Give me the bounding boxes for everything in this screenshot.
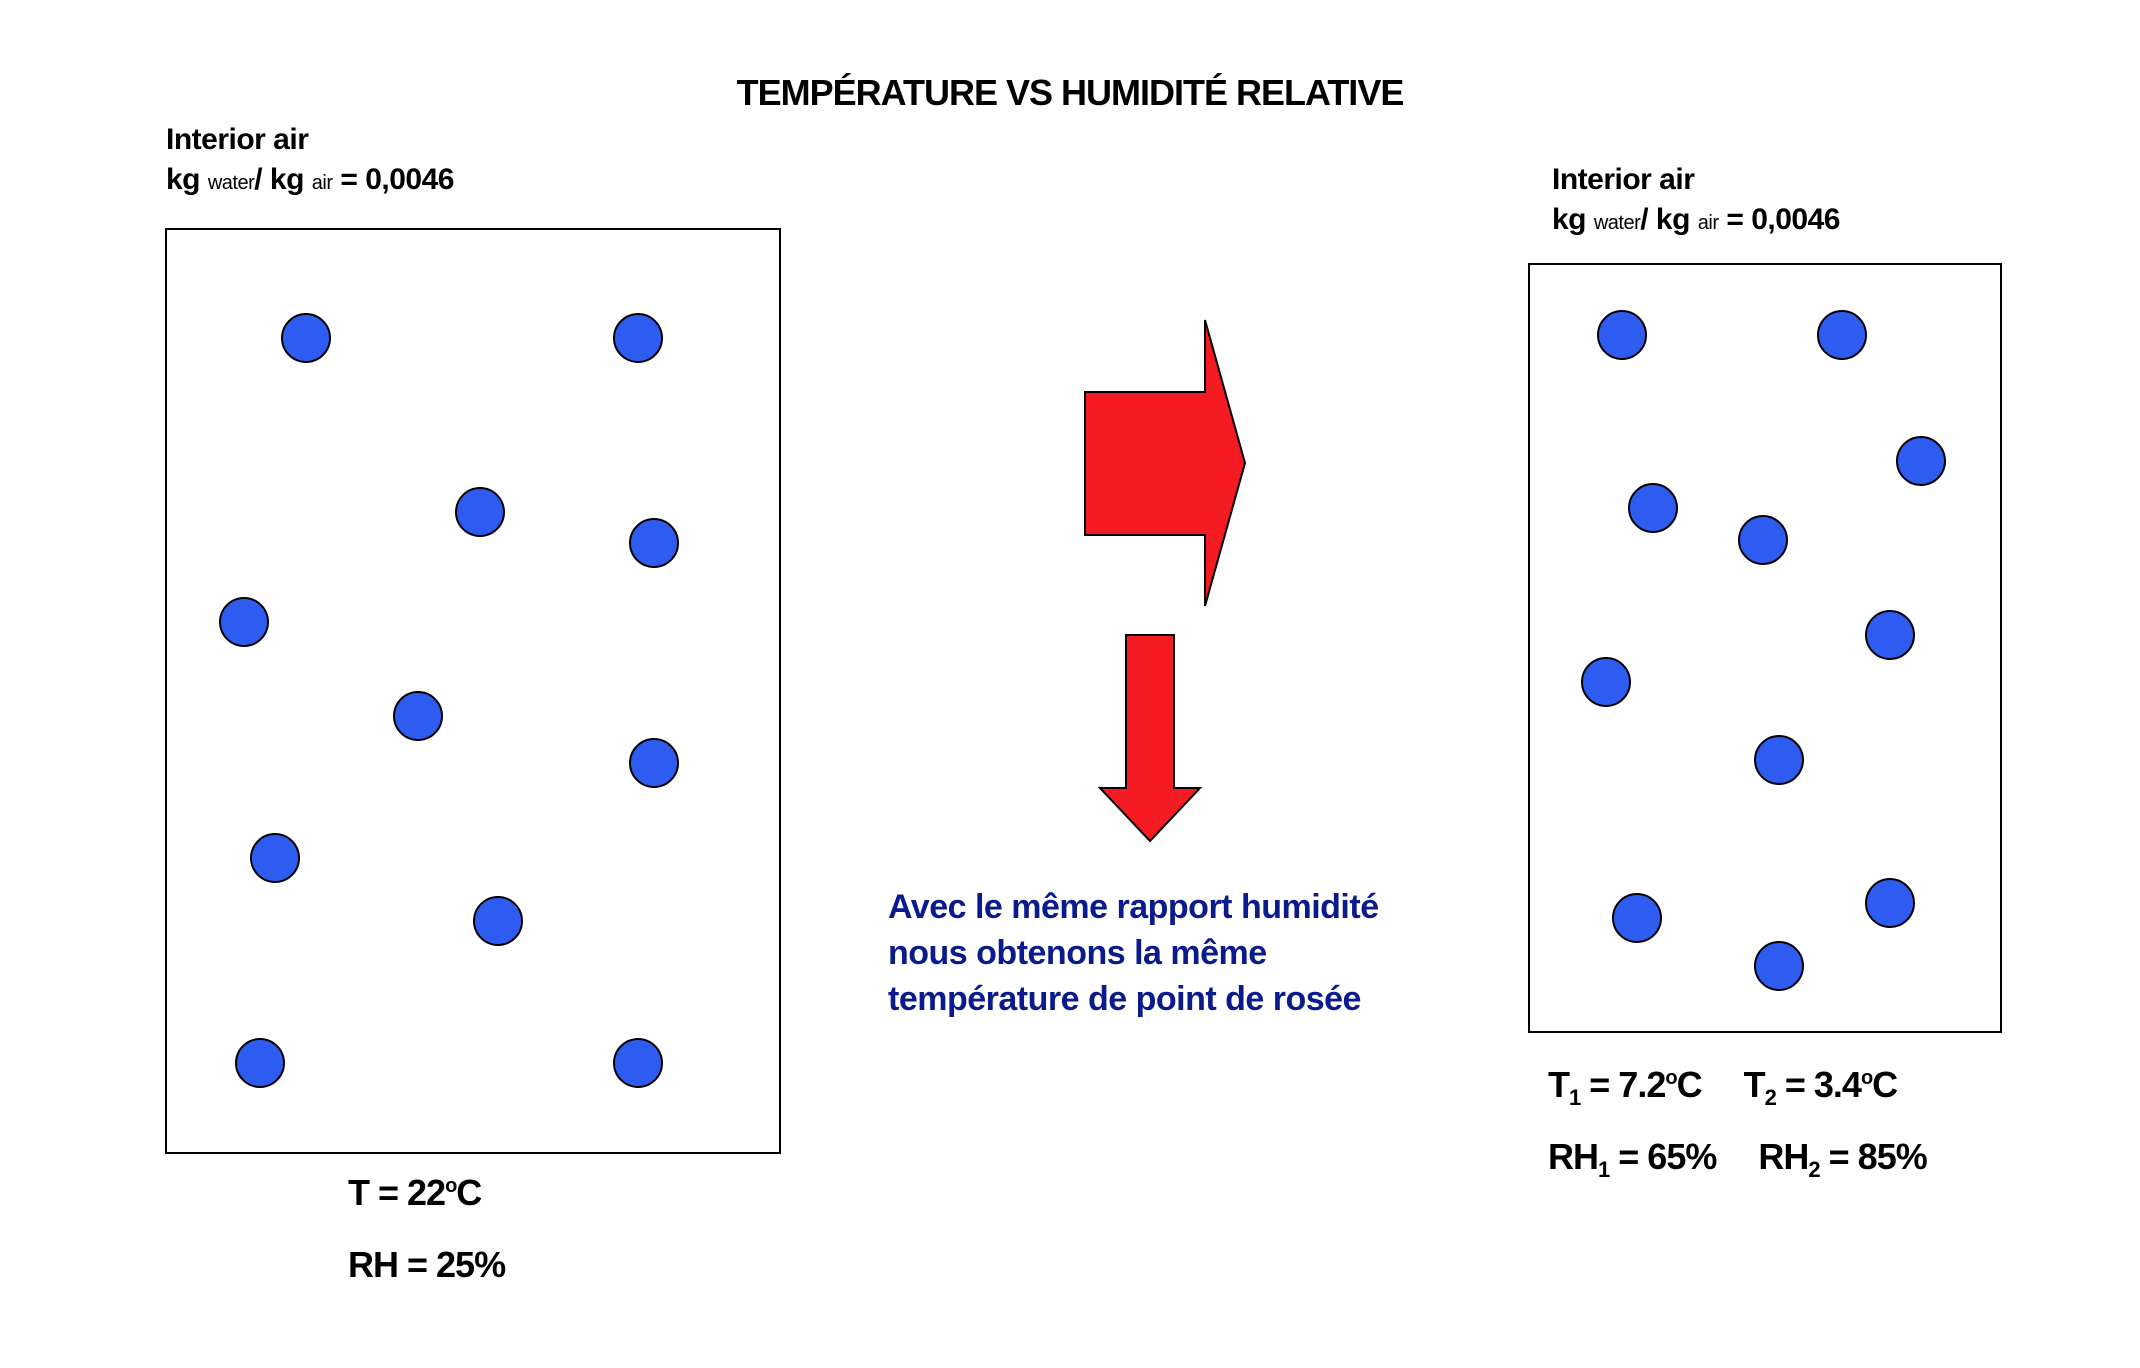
water-molecule-icon (1597, 310, 1647, 360)
right-ratio: kg water/ kg air = 0,0046 (1552, 200, 1840, 243)
water-molecule-icon (1612, 893, 1662, 943)
left-rh: RH = 25% (348, 1244, 506, 1285)
water-molecule-icon (235, 1038, 285, 1088)
left-ratio-value: = 0,0046 (340, 163, 454, 196)
right-ratio-kg: kg (1552, 203, 1587, 236)
water-molecule-icon (629, 518, 679, 568)
down-arrow-icon (1097, 634, 1203, 843)
right-rh2-value: = 85% (1828, 1136, 1928, 1177)
right-t1-sub: 1 (1569, 1085, 1581, 1111)
right-rh1: RH1 = 65% (1548, 1136, 1725, 1182)
water-molecule-icon (1628, 483, 1678, 533)
water-molecule-icon (1754, 941, 1804, 991)
right-t2-unit: C (1872, 1064, 1898, 1105)
water-molecule-icon (281, 313, 331, 363)
right-t2-sub: 2 (1764, 1085, 1777, 1111)
right-rh1-value: = 65% (1618, 1136, 1717, 1177)
right-rh2-prefix: RH (1758, 1136, 1809, 1177)
water-molecule-icon (1817, 310, 1867, 360)
left-ratio-water: water (207, 172, 255, 194)
water-molecule-icon (1754, 735, 1804, 785)
right-rh1-sub: 1 (1598, 1157, 1610, 1183)
right-label-title: Interior air (1552, 163, 1695, 196)
water-molecule-icon (250, 833, 300, 883)
right-t1: T1 = 7.2oC (1548, 1064, 1711, 1110)
right-t1-value: = 7.2 (1589, 1064, 1666, 1105)
left-label-title: Interior air (166, 123, 309, 156)
right-temperatures: T1 = 7.2oC T2 = 3.4oC (1548, 1064, 1899, 1111)
right-t1-prefix: T (1548, 1064, 1570, 1105)
left-ratio-kg: kg (166, 163, 201, 196)
right-molecules (1581, 310, 1946, 991)
right-ratio-air: air (1697, 212, 1719, 234)
right-air-box (1528, 263, 2002, 1033)
right-label: Interior air kg water/ kg air = 0,0046 (1552, 160, 1840, 243)
right-t2-value: = 3.4 (1784, 1064, 1862, 1105)
water-molecule-icon (613, 1038, 663, 1088)
right-arrow-icon (1084, 319, 1247, 607)
water-molecule-icon (629, 738, 679, 788)
left-ratio: kg water/ kg air = 0,0046 (166, 160, 454, 203)
right-t1-degree: o (1665, 1067, 1677, 1089)
right-rh2: RH2 = 85% (1758, 1136, 1928, 1182)
right-rh: RH1 = 65% RH2 = 85% (1548, 1136, 1928, 1183)
water-molecule-icon (393, 691, 443, 741)
water-molecule-icon (1738, 515, 1788, 565)
water-molecule-icon (1581, 657, 1631, 707)
right-t2-degree: o (1860, 1067, 1873, 1089)
right-t2: T2 = 3.4oC (1743, 1064, 1899, 1110)
left-air-box (165, 228, 781, 1154)
dew-point-note: Avec le même rapport humidité nous obten… (888, 888, 1379, 1018)
right-ratio-slash: / kg (1640, 203, 1690, 236)
left-temperature: T = 22oC (348, 1172, 482, 1214)
left-ratio-air: air (311, 172, 333, 194)
left-temperature-unit: C (456, 1172, 482, 1213)
right-rh1-prefix: RH (1548, 1136, 1599, 1177)
water-molecule-icon (1865, 878, 1915, 928)
right-ratio-value: = 0,0046 (1726, 203, 1840, 236)
left-label: Interior air kg water/ kg air = 0,0046 (166, 120, 454, 203)
water-molecule-icon (1865, 610, 1915, 660)
water-molecule-icon (219, 597, 269, 647)
right-ratio-water: water (1593, 212, 1641, 234)
water-molecule-icon (1896, 436, 1946, 486)
water-molecule-icon (613, 313, 663, 363)
page-title: TEMPÉRATURE VS HUMIDITÉ RELATIVE (736, 72, 1405, 113)
left-ratio-slash: / kg (254, 163, 304, 196)
right-rh2-sub: 2 (1808, 1157, 1820, 1183)
left-molecules (219, 313, 679, 1088)
water-molecule-icon (473, 896, 523, 946)
right-t2-prefix: T (1743, 1064, 1766, 1105)
water-molecule-icon (455, 487, 505, 537)
left-temperature-degree: o (445, 1175, 457, 1197)
left-temperature-value: T = 22 (348, 1172, 446, 1213)
right-t1-unit: C (1676, 1064, 1703, 1105)
